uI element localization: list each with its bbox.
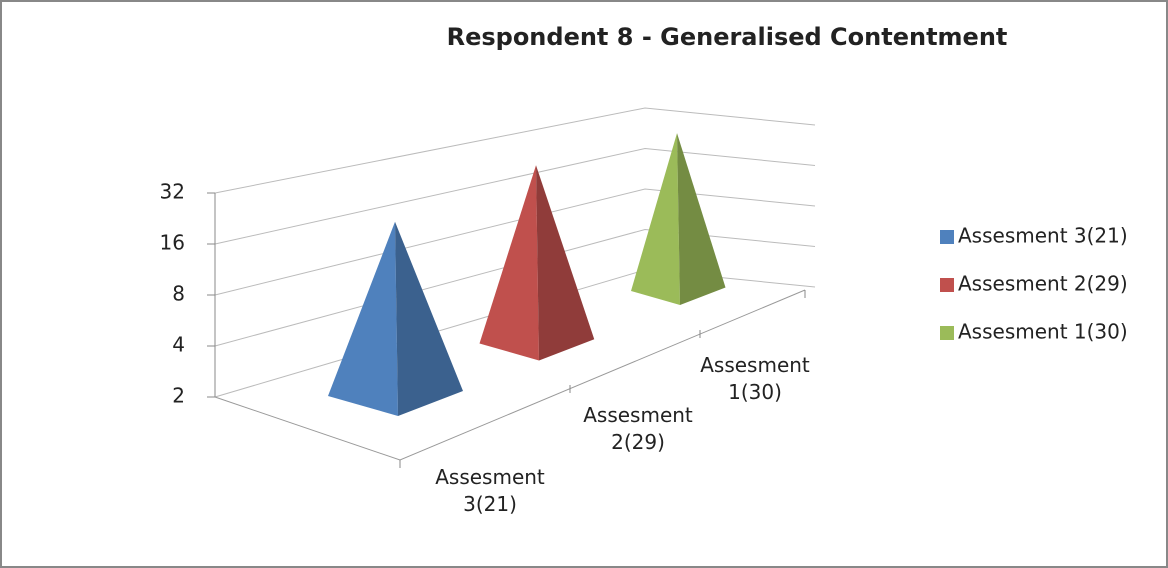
grid-line <box>214 228 816 347</box>
pyramid-right-face <box>677 133 726 305</box>
y-tick-label: 16 <box>160 231 185 255</box>
x-tick-label: Assesment 3(21) <box>435 465 545 516</box>
y-tick-label: 8 <box>172 282 185 306</box>
legend-swatch <box>940 326 954 340</box>
pyramid-left-face <box>479 165 539 361</box>
pyramid-right-face <box>536 165 595 361</box>
pyramid <box>479 165 595 361</box>
legend-label: Assesment 2(29) <box>958 272 1128 296</box>
grid-line <box>214 147 816 245</box>
grid-line <box>214 188 816 296</box>
x-tick-label: Assesment 2(29) <box>583 403 693 454</box>
chart-title: Respondent 8 - Generalised Contentment <box>447 23 1008 51</box>
legend-label: Assesment 3(21) <box>958 224 1128 248</box>
pyramid <box>631 133 726 305</box>
pyramid <box>328 221 463 416</box>
y-tick-label: 4 <box>172 333 185 357</box>
pyramid-left-face <box>328 221 398 416</box>
pyramid-right-face <box>395 221 463 416</box>
legend-label: Assesment 1(30) <box>958 320 1128 344</box>
x-tick-label: Assesment 1(30) <box>700 353 810 404</box>
y-tick-label: 32 <box>160 180 185 204</box>
y-tick-label: 2 <box>172 384 185 408</box>
pyramid-left-face <box>631 133 680 305</box>
grid-line <box>214 107 816 194</box>
legend-swatch <box>940 278 954 292</box>
legend-swatch <box>940 230 954 244</box>
